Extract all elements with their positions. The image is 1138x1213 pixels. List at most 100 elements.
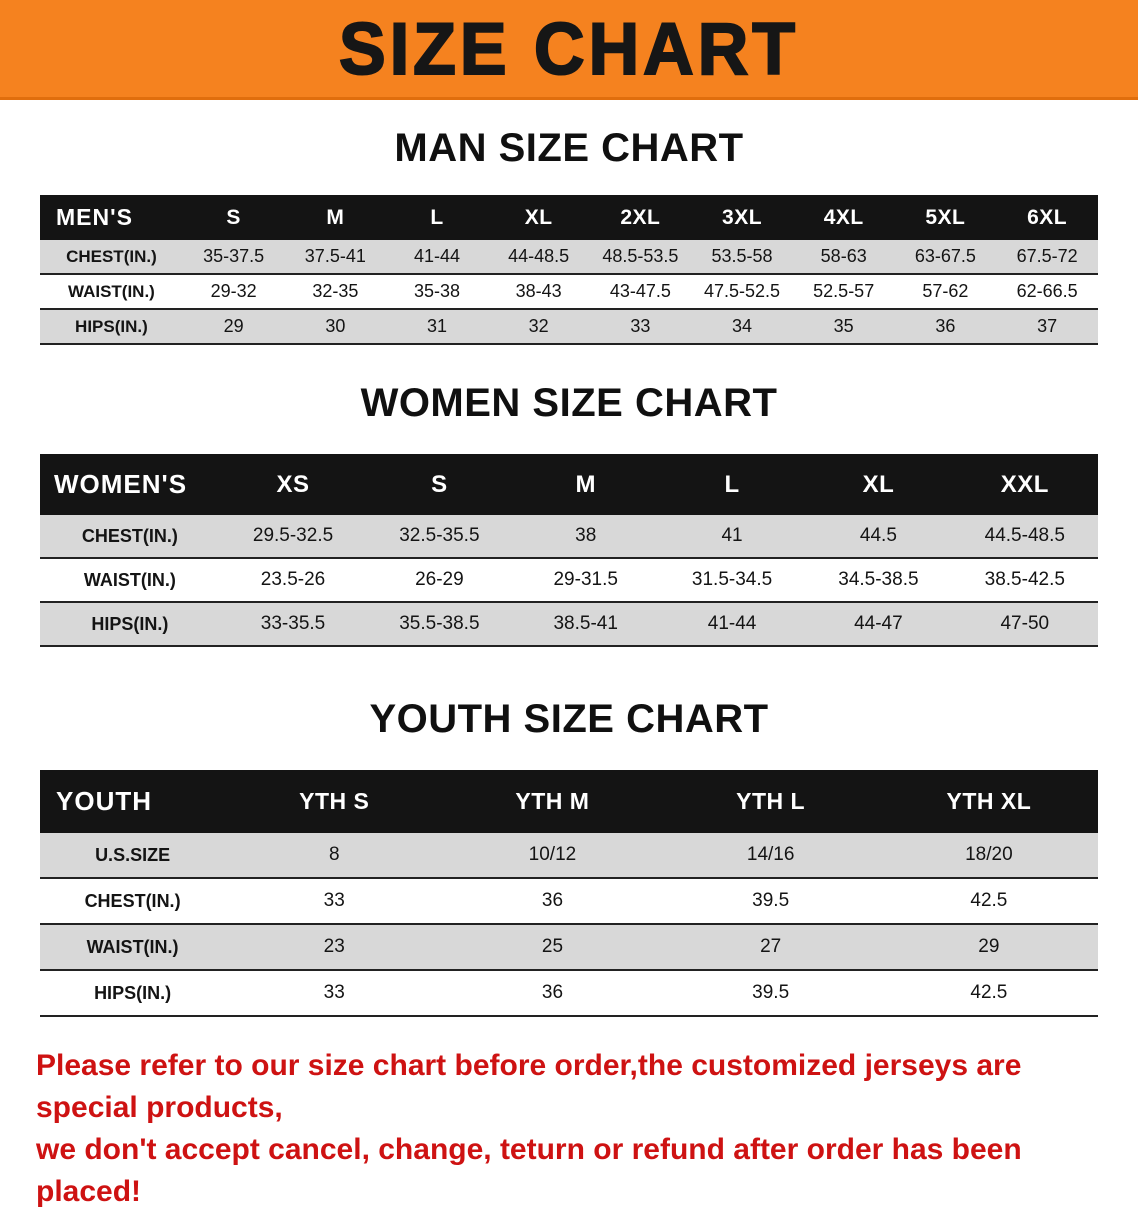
row-label-cell: WAIST(IN.): [86, 936, 179, 957]
value-cell: 38-43: [515, 281, 562, 301]
value-cell: 31.5-34.5: [691, 569, 773, 590]
size-header-cell: YTH M: [443, 770, 662, 833]
value-cell: 58-63: [820, 246, 867, 266]
value-cell: 39.5: [752, 982, 790, 1003]
value-cell: 52.5-57: [813, 281, 875, 301]
value-cell: 63-67.5: [914, 246, 976, 266]
size-table: YOUTH YTH S YTH M YTH L YTH XL U.S.SIZE 8 10/12…: [40, 770, 1098, 1017]
value-cell: 44-47: [854, 613, 903, 634]
table-header-row: MEN'S S M L XL 2XL 3XL 4XL 5XL 6XL: [40, 195, 1098, 240]
value-cell: 67.5-72: [1016, 246, 1078, 266]
size-header-cell: XL: [487, 195, 590, 240]
value-cell: 33: [323, 890, 345, 911]
row-label-cell: WAIST(IN.): [83, 569, 176, 590]
value-cell: 35: [833, 316, 854, 336]
value-cell: 33: [323, 982, 345, 1003]
value-cell: 34: [732, 316, 753, 336]
value-cell: 10/12: [528, 844, 577, 865]
women-size-table: WOMEN'S XS S M L XL XXL CHEST(IN.) 29.5-32.5 32.5…: [40, 454, 1098, 647]
table-header-row: YOUTH YTH S YTH M YTH L YTH XL: [40, 770, 1098, 833]
size-header-cell: 2XL: [589, 195, 692, 240]
value-cell: 39.5: [752, 890, 790, 911]
value-cell: 41-44: [413, 246, 461, 266]
value-cell: 34.5-38.5: [838, 569, 919, 590]
value-cell: 37.5-41: [304, 246, 366, 266]
size-header-cell: L: [658, 454, 806, 515]
table-row: CHEST(IN.) 35-37.5 37.5-41 41-44 44-48.5 48.5…: [40, 240, 1098, 274]
size-header-cell: XXL: [951, 454, 1098, 515]
value-cell: 44.5: [859, 525, 897, 546]
value-cell: 35-37.5: [203, 246, 265, 266]
men-section-heading: MAN SIZE CHART: [394, 126, 744, 170]
table-header-row: WOMEN'S XS S M L XL XXL: [40, 454, 1098, 515]
size-table: MEN'S S M L XL 2XL 3XL 4XL 5XL 6XL CHEST(IN.) 35-37…: [40, 195, 1098, 345]
disclaimer-line-2: we don't accept cancel, change, teturn o…: [36, 1133, 1022, 1208]
value-cell: 38.5-42.5: [984, 569, 1065, 590]
value-cell: 48.5-53.5: [602, 246, 679, 266]
size-header-cell: YTH XL: [879, 770, 1098, 833]
value-cell: 36: [541, 890, 564, 911]
value-cell: 29: [978, 936, 1000, 957]
value-cell: 44.5-48.5: [984, 525, 1065, 546]
disclaimer-line-1: Please refer to our size chart before or…: [36, 1049, 1022, 1124]
size-header-cell: YTH L: [661, 770, 880, 833]
value-cell: 53.5-58: [711, 246, 773, 266]
value-cell: 42.5: [970, 982, 1008, 1003]
size-header-cell: XL: [805, 454, 952, 515]
row-label-cell: CHEST(IN.): [66, 246, 157, 266]
table-row: WAIST(IN.) 23 25 27 29: [40, 924, 1098, 970]
value-cell: 35.5-38.5: [399, 613, 480, 634]
size-header-cell: XS: [219, 454, 367, 515]
size-table: WOMEN'S XS S M L XL XXL CHEST(IN.) 29.5-32.5 32.5…: [40, 454, 1098, 647]
table-row: CHEST(IN.) 29.5-32.5 32.5-35.5 38 41 44.5 44.5…: [40, 515, 1098, 558]
size-header-cell: M: [284, 195, 387, 240]
value-cell: 37: [1037, 316, 1058, 336]
value-cell: 36: [541, 982, 564, 1003]
value-cell: 14/16: [746, 844, 795, 865]
table-title-cell: YOUTH: [40, 770, 226, 833]
value-cell: 57-62: [922, 281, 969, 301]
value-cell: 41: [721, 525, 743, 546]
value-cell: 32.5-35.5: [399, 525, 480, 546]
size-header-cell: YTH S: [225, 770, 444, 833]
size-chart-banner: SIZE CHART: [0, 0, 1138, 100]
row-label-cell: HIPS(IN.): [75, 316, 148, 336]
size-header-cell: 5XL: [894, 195, 997, 240]
value-cell: 18/20: [965, 844, 1013, 865]
value-cell: 29.5-32.5: [252, 525, 334, 546]
value-cell: 33-35.5: [260, 613, 326, 634]
table-row: HIPS(IN.) 33 36 39.5 42.5: [40, 970, 1098, 1016]
table-row: WAIST(IN.) 29-32 32-35 35-38 38-43 43-47.5 47.…: [40, 274, 1098, 309]
table-row: HIPS(IN.) 33-35.5 35.5-38.5 38.5-41 41-44 44-…: [40, 602, 1098, 646]
value-cell: 36: [935, 316, 956, 336]
size-header-cell: S: [366, 454, 513, 515]
table-row: CHEST(IN.) 33 36 39.5 42.5: [40, 878, 1098, 924]
table-title-cell: MEN'S: [40, 195, 183, 240]
size-header-cell: S: [182, 195, 285, 240]
value-cell: 38.5-41: [553, 613, 618, 634]
value-cell: 35-38: [413, 281, 461, 301]
men-size-table: MEN'S S M L XL 2XL 3XL 4XL 5XL 6XL CHEST(IN.) 35-37…: [40, 195, 1098, 345]
row-label-cell: HIPS(IN.): [91, 613, 169, 634]
value-cell: 23.5-26: [260, 569, 326, 590]
youth-size-table: YOUTH YTH S YTH M YTH L YTH XL U.S.SIZE 8 10/12…: [40, 770, 1098, 1017]
value-cell: 29-31.5: [553, 569, 618, 590]
value-cell: 41-44: [707, 613, 757, 634]
value-cell: 23: [323, 936, 345, 957]
value-cell: 44-48.5: [508, 246, 570, 266]
value-cell: 30: [325, 316, 346, 336]
value-cell: 27: [760, 936, 782, 957]
table-title-cell: WOMEN'S: [40, 454, 220, 515]
row-label-cell: CHEST(IN.): [84, 890, 181, 911]
row-label-cell: HIPS(IN.): [94, 982, 172, 1003]
value-cell: 31: [426, 316, 448, 336]
youth-section-heading: YOUTH SIZE CHART: [369, 697, 769, 741]
size-header-cell: M: [512, 454, 659, 515]
value-cell: 25: [541, 936, 564, 957]
table-row: HIPS(IN.) 29 30 31 32 33 34 35 36 37: [40, 309, 1098, 344]
table-row: U.S.SIZE 8 10/12 14/16 18/20: [40, 833, 1098, 878]
size-header-cell: L: [386, 195, 488, 240]
women-section-heading: WOMEN SIZE CHART: [360, 381, 778, 425]
size-header-cell: 3XL: [691, 195, 793, 240]
page-title: SIZE CHART: [338, 7, 799, 91]
